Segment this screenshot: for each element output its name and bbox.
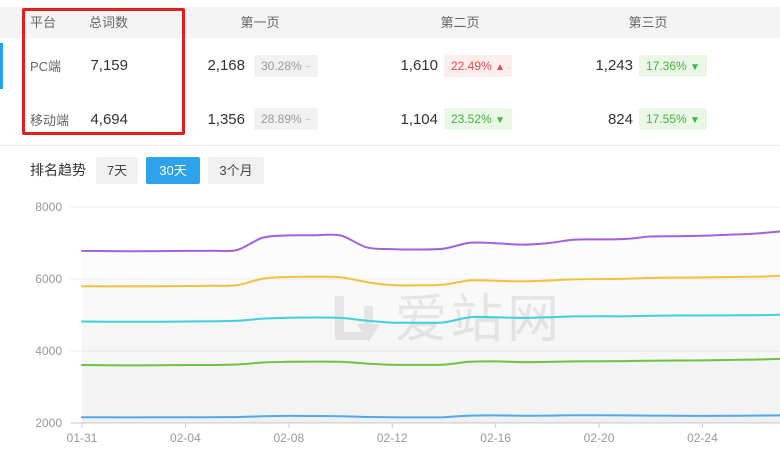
page2-count: 1,610 xyxy=(400,57,438,74)
flat-dash-icon: − xyxy=(305,115,311,126)
page1-count: 1,356 xyxy=(207,110,245,128)
svg-text:6000: 6000 xyxy=(35,272,62,286)
svg-text:2000: 2000 xyxy=(35,416,62,430)
svg-text:02-08: 02-08 xyxy=(273,431,304,445)
table-row-mobile[interactable]: 移动端 4,694 1,356 28.89% − 1,104 23.52% ▼ … xyxy=(0,93,780,146)
svg-text:8000: 8000 xyxy=(35,200,62,214)
platform-label: PC端 xyxy=(30,59,62,74)
page1-trend-badge: 30.28% − xyxy=(254,54,318,77)
tab-30-days[interactable]: 30天 xyxy=(146,157,200,184)
trend-section-title: 排名趋势 xyxy=(30,162,86,178)
line-chart-canvas: 2000 4000 6000 8000 01-31 02-04 02-08 02-12 02-1… xyxy=(35,200,780,445)
page2-count: 1,104 xyxy=(400,110,438,128)
page3-trend-badge: 17.36% ▼ xyxy=(639,54,707,77)
header-platform: 平台 xyxy=(30,15,57,30)
svg-text:02-12: 02-12 xyxy=(377,431,408,445)
page1-trend-badge: 28.89% − xyxy=(254,108,318,130)
total-words-value: 4,694 xyxy=(90,110,128,128)
svg-text:4000: 4000 xyxy=(35,344,62,358)
header-page2: 第二页 xyxy=(440,15,480,30)
table-header-row: 平台 总词数 第一页 第二页 第三页 xyxy=(0,7,780,38)
page3-count: 1,243 xyxy=(595,57,633,74)
arrow-down-icon: ▼ xyxy=(495,115,505,126)
svg-text:02-24: 02-24 xyxy=(687,431,718,445)
svg-text:02-04: 02-04 xyxy=(170,431,201,445)
svg-text:02-16: 02-16 xyxy=(480,431,511,445)
arrow-up-icon: ▲ xyxy=(495,61,505,73)
tab-7-days[interactable]: 7天 xyxy=(96,157,138,184)
platform-label: 移动端 xyxy=(30,112,70,128)
page1-count: 2,168 xyxy=(207,57,245,74)
page2-trend-badge: 23.52% ▼ xyxy=(444,108,512,130)
tab-3-months[interactable]: 3个月 xyxy=(208,157,264,184)
header-total-words: 总词数 xyxy=(88,15,128,30)
page3-count: 824 xyxy=(607,110,633,128)
header-page1: 第一页 xyxy=(240,15,280,30)
arrow-down-icon: ▼ xyxy=(690,61,700,73)
total-words-value: 7,159 xyxy=(90,57,128,74)
selected-row-indicator xyxy=(0,43,3,89)
svg-text:01-31: 01-31 xyxy=(67,431,98,445)
svg-text:02-20: 02-20 xyxy=(584,431,615,445)
page3-trend-badge: 17.55% ▼ xyxy=(639,108,707,130)
table-row-pc[interactable]: PC端 7,159 2,168 30.28% − 1,610 22.49% ▲ … xyxy=(0,38,780,94)
flat-dash-icon: − xyxy=(305,61,311,73)
arrow-down-icon: ▼ xyxy=(690,115,700,126)
rank-trend-chart: 爱站网 2000 4000 6000 8000 01-31 02-04 02-08 02-12… xyxy=(0,193,780,453)
header-page3: 第三页 xyxy=(628,15,668,30)
page2-trend-badge: 22.49% ▲ xyxy=(444,54,512,77)
